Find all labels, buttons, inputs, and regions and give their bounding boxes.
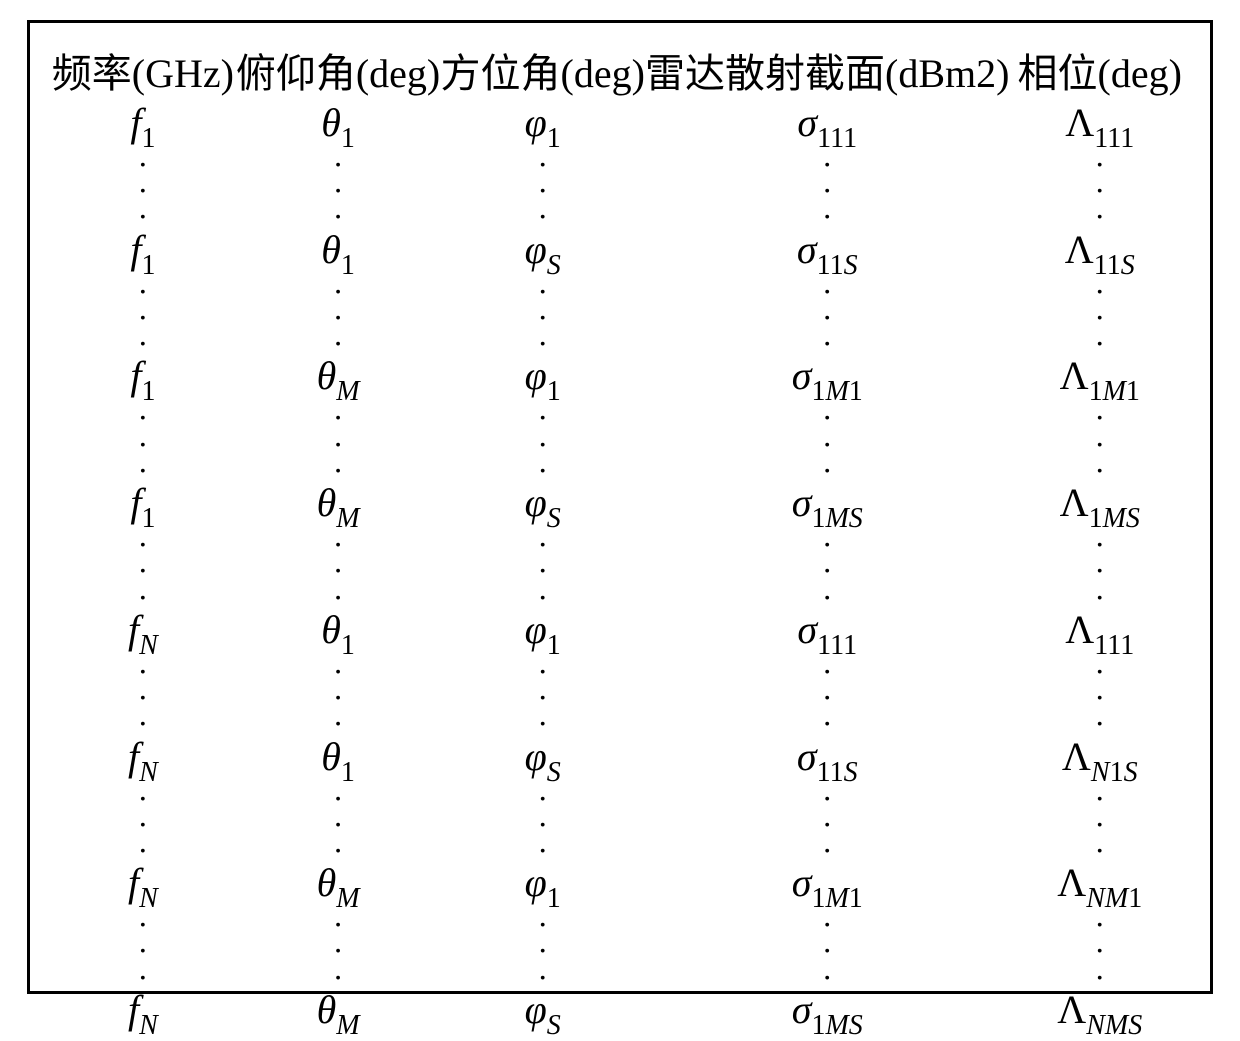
vdots-cell: ··· bbox=[50, 785, 236, 864]
table-cell: σ11S bbox=[645, 737, 1009, 785]
vdots-cell: ··· bbox=[236, 658, 441, 737]
table-cell: σ1M1 bbox=[645, 863, 1009, 911]
table-cell: fN bbox=[50, 863, 236, 911]
table-row: ··············· bbox=[50, 278, 1190, 357]
table-cell: θ1 bbox=[236, 737, 441, 785]
vdots-cell: ··· bbox=[1009, 404, 1190, 483]
table-header-row: 频率(GHz) 俯仰角(deg) 方位角(deg) 雷达散射截面(dBm2) 相… bbox=[50, 41, 1190, 103]
col-header-phase: 相位(deg) bbox=[1009, 41, 1190, 103]
table-cell: f1 bbox=[50, 483, 236, 531]
table-cell: σ111 bbox=[645, 103, 1009, 151]
vdots-cell: ··· bbox=[236, 151, 441, 230]
table-cell: σ111 bbox=[645, 610, 1009, 658]
vdots-cell: ··· bbox=[50, 658, 236, 737]
vdots-cell: ··· bbox=[440, 151, 645, 230]
vdots-cell: ··· bbox=[440, 404, 645, 483]
table-row: fNθMφ1σ1M1ΛNM1 bbox=[50, 863, 1190, 911]
vdots-cell: ··· bbox=[1009, 785, 1190, 864]
parameter-table: 频率(GHz) 俯仰角(deg) 方位角(deg) 雷达散射截面(dBm2) 相… bbox=[50, 41, 1190, 1038]
table-row: f1θ1φ1σ111Λ111 bbox=[50, 103, 1190, 151]
table-row: f1θMφSσ1MSΛ1MS bbox=[50, 483, 1190, 531]
table-row: ··············· bbox=[50, 151, 1190, 230]
table-cell: Λ11S bbox=[1009, 230, 1190, 278]
table-cell: fN bbox=[50, 610, 236, 658]
vdots-cell: ··· bbox=[50, 278, 236, 357]
table-cell: φ1 bbox=[440, 356, 645, 404]
table-row: fNθ1φ1σ111Λ111 bbox=[50, 610, 1190, 658]
vdots-cell: ··· bbox=[1009, 151, 1190, 230]
vdots-cell: ··· bbox=[645, 658, 1009, 737]
table-cell: σ11S bbox=[645, 230, 1009, 278]
table-cell: σ1M1 bbox=[645, 356, 1009, 404]
vdots-cell: ··· bbox=[50, 404, 236, 483]
vdots-cell: ··· bbox=[236, 911, 441, 990]
table-cell: Λ111 bbox=[1009, 103, 1190, 151]
col-header-rcs: 雷达散射截面(dBm2) bbox=[645, 41, 1009, 103]
vdots-cell: ··· bbox=[50, 151, 236, 230]
table-row: ··············· bbox=[50, 404, 1190, 483]
table-cell: Λ1MS bbox=[1009, 483, 1190, 531]
vdots-cell: ··· bbox=[645, 278, 1009, 357]
table-cell: f1 bbox=[50, 356, 236, 404]
table-cell: φS bbox=[440, 230, 645, 278]
table-cell: fN bbox=[50, 737, 236, 785]
table-cell: Λ1M1 bbox=[1009, 356, 1190, 404]
table-cell: θ1 bbox=[236, 103, 441, 151]
parameter-table-container: 频率(GHz) 俯仰角(deg) 方位角(deg) 雷达散射截面(dBm2) 相… bbox=[27, 20, 1213, 994]
vdots-cell: ··· bbox=[440, 278, 645, 357]
table-cell: Λ111 bbox=[1009, 610, 1190, 658]
table-cell: θM bbox=[236, 356, 441, 404]
vdots-cell: ··· bbox=[236, 785, 441, 864]
table-cell: φS bbox=[440, 737, 645, 785]
table-row: ··············· bbox=[50, 658, 1190, 737]
col-header-frequency: 频率(GHz) bbox=[50, 41, 236, 103]
col-header-azimuth: 方位角(deg) bbox=[440, 41, 645, 103]
table-cell: ΛNM1 bbox=[1009, 863, 1190, 911]
vdots-cell: ··· bbox=[1009, 278, 1190, 357]
vdots-cell: ··· bbox=[645, 404, 1009, 483]
table-cell: φ1 bbox=[440, 610, 645, 658]
table-cell: θM bbox=[236, 863, 441, 911]
vdots-cell: ··· bbox=[440, 785, 645, 864]
table-cell: σ1MS bbox=[645, 483, 1009, 531]
vdots-cell: ··· bbox=[440, 911, 645, 990]
vdots-cell: ··· bbox=[440, 531, 645, 610]
table-cell: φ1 bbox=[440, 863, 645, 911]
vdots-cell: ··· bbox=[440, 658, 645, 737]
vdots-cell: ··· bbox=[645, 151, 1009, 230]
table-cell: φ1 bbox=[440, 103, 645, 151]
table-row: ··············· bbox=[50, 785, 1190, 864]
vdots-cell: ··· bbox=[645, 785, 1009, 864]
vdots-cell: ··· bbox=[236, 531, 441, 610]
vdots-cell: ··· bbox=[1009, 531, 1190, 610]
vdots-cell: ··· bbox=[50, 911, 236, 990]
table-cell: θ1 bbox=[236, 230, 441, 278]
vdots-cell: ··· bbox=[50, 531, 236, 610]
table-cell: ΛN1S bbox=[1009, 737, 1190, 785]
table-row: f1θ1φSσ11SΛ11S bbox=[50, 230, 1190, 278]
table-row: f1θMφ1σ1M1Λ1M1 bbox=[50, 356, 1190, 404]
table-cell: φS bbox=[440, 483, 645, 531]
table-cell: θM bbox=[236, 483, 441, 531]
vdots-cell: ··· bbox=[1009, 911, 1190, 990]
vdots-cell: ··· bbox=[645, 911, 1009, 990]
table-cell: f1 bbox=[50, 230, 236, 278]
vdots-cell: ··· bbox=[236, 278, 441, 357]
vdots-cell: ··· bbox=[1009, 658, 1190, 737]
table-body: f1θ1φ1σ111Λ111···············f1θ1φSσ11SΛ… bbox=[50, 103, 1190, 1038]
table-cell: f1 bbox=[50, 103, 236, 151]
col-header-elevation: 俯仰角(deg) bbox=[236, 41, 441, 103]
table-row: ··············· bbox=[50, 911, 1190, 990]
vdots-cell: ··· bbox=[236, 404, 441, 483]
table-row: fNθ1φSσ11SΛN1S bbox=[50, 737, 1190, 785]
vdots-cell: ··· bbox=[645, 531, 1009, 610]
table-cell: θ1 bbox=[236, 610, 441, 658]
table-row: ··············· bbox=[50, 531, 1190, 610]
